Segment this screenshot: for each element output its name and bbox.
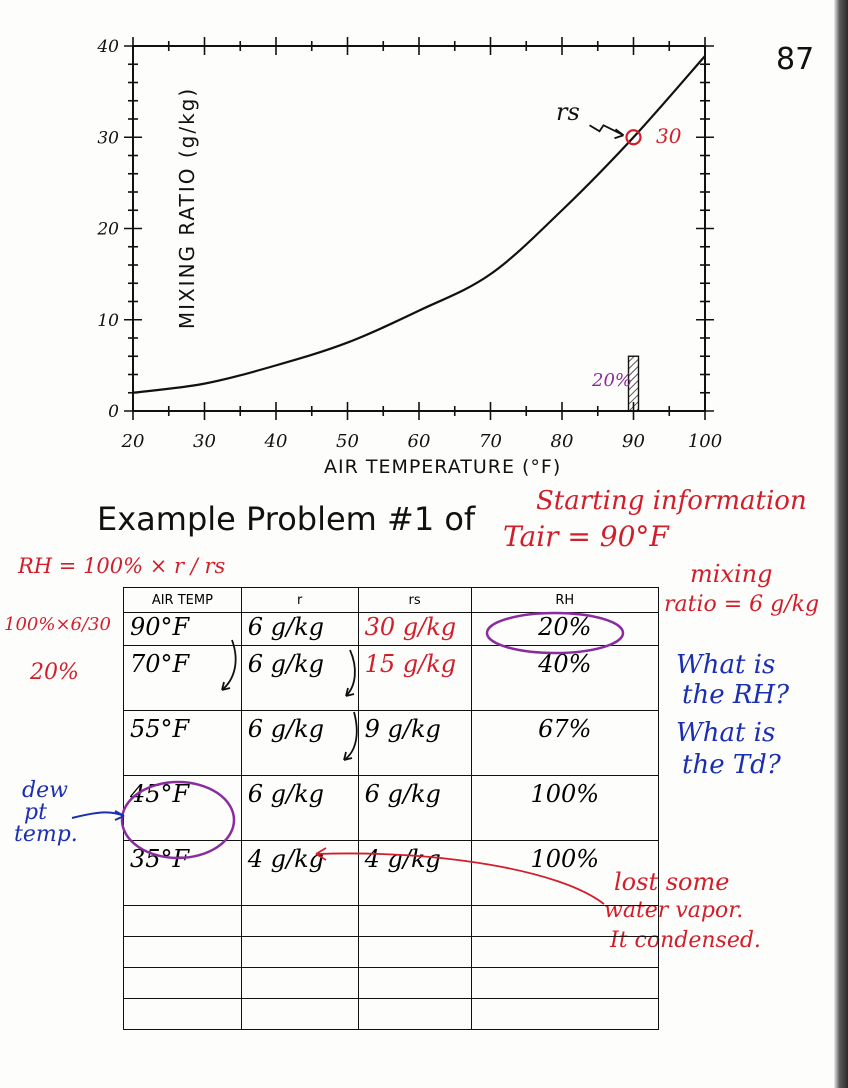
x-axis-title: AIR TEMPERATURE (°F) [324, 456, 562, 478]
cell-rh: 67% [470, 710, 660, 776]
y-tick-label: 10 [97, 311, 119, 331]
example-title: Example Problem #1 of [97, 500, 476, 538]
cell-temp: 90°F [123, 612, 242, 646]
cell-r: 6 g/kg [240, 710, 359, 776]
starting-information: Starting information [536, 486, 807, 516]
rs-arrowhead [614, 128, 625, 140]
cell-r: 6 g/kg [240, 645, 359, 711]
table-row: 45°F 6 g/kg 6 g/kg 100% [123, 775, 660, 841]
table-row: 70°F 6 g/kg 15 g/kg 40% [123, 645, 660, 711]
table-header-row: AIR TEMP r rs RH [123, 587, 660, 613]
x-tick-label: 100 [688, 431, 722, 452]
cell-r: 4 g/kg [240, 840, 359, 906]
x-tick-label: 40 [264, 431, 288, 452]
cell-rh: 20% [470, 612, 660, 646]
rh-formula: RH = 100% × r / rs [18, 554, 226, 578]
side-calc-fraction: 100%×6/30 [4, 614, 111, 635]
mixing-ratio-curve [132, 55, 706, 394]
question-td-line2: the Td? [682, 750, 781, 780]
y-tick-label: 40 [96, 37, 119, 57]
x-tick-label: 20 [121, 431, 145, 452]
x-tick-label: 70 [479, 431, 502, 452]
x-tick-label: 80 [551, 431, 574, 452]
cell-temp: 45°F [123, 775, 242, 841]
x-tick-label: 30 [193, 431, 216, 452]
rs-label: rs [556, 98, 580, 126]
header-air-temp: AIR TEMP [123, 587, 242, 613]
cell-temp: 35°F [123, 840, 242, 906]
rs-arrow [589, 124, 624, 137]
plot-frame [132, 45, 706, 412]
cell-rh: 40% [470, 645, 660, 711]
rh-bar-label: 20% [592, 370, 633, 391]
y-axis-title: MIXING RATIO (g/kg) [175, 86, 199, 330]
cell-rs: 30 g/kg [357, 612, 472, 646]
header-rs: rs [357, 587, 472, 613]
header-rh: RH [470, 587, 660, 613]
rs-value-label: 30 [656, 124, 682, 148]
cell-rs: 6 g/kg [357, 775, 472, 841]
y-tick-label: 30 [97, 128, 119, 148]
table-row: 35°F 4 g/kg 4 g/kg 100% [123, 840, 660, 906]
y-tick-label: 20 [96, 220, 119, 240]
question-rh-line2: the RH? [682, 680, 790, 710]
table-row: 90°F 6 g/kg 30 g/kg 20% [123, 612, 660, 646]
cell-temp: 55°F [123, 710, 242, 776]
cell-rs: 4 g/kg [357, 840, 472, 906]
rh-table: AIR TEMP r rs RH 90°F 6 g/kg 30 g/kg 20%… [123, 587, 660, 1030]
table-row-empty [123, 905, 660, 937]
pt-label: pt [24, 800, 47, 825]
rh-20-bar [627, 355, 640, 412]
cell-r: 6 g/kg [240, 612, 359, 646]
x-tick-label: 90 [622, 431, 645, 452]
page-edge [834, 0, 848, 1088]
rs-point-circle [625, 129, 642, 146]
y-tick-label: 0 [108, 402, 119, 422]
cell-rs: 9 g/kg [357, 710, 472, 776]
cell-r: 6 g/kg [240, 775, 359, 841]
mixing-label: mixing [690, 560, 773, 588]
temp-label: temp. [14, 822, 78, 847]
cell-temp: 70°F [123, 645, 242, 711]
side-calc-result: 20% [30, 660, 79, 685]
table-row: 55°F 6 g/kg 9 g/kg 67% [123, 710, 660, 776]
tair-value: Tair = 90°F [503, 520, 669, 553]
cell-rh: 100% [470, 775, 660, 841]
header-r: r [240, 587, 359, 613]
question-rh-line1: What is [676, 650, 776, 680]
cell-rs: 15 g/kg [357, 645, 472, 711]
x-tick-label: 60 [408, 431, 431, 452]
table-row-empty [123, 998, 660, 1030]
dew-label: dew [22, 778, 68, 803]
mixing-ratio-value: ratio = 6 g/kg [664, 592, 820, 617]
x-tick-label: 50 [336, 431, 359, 452]
table-row-empty [123, 936, 660, 968]
table-row-empty [123, 967, 660, 999]
cell-rh: 100% [470, 840, 660, 906]
question-td-line1: What is [676, 718, 776, 748]
page-number: 87 [776, 42, 815, 77]
